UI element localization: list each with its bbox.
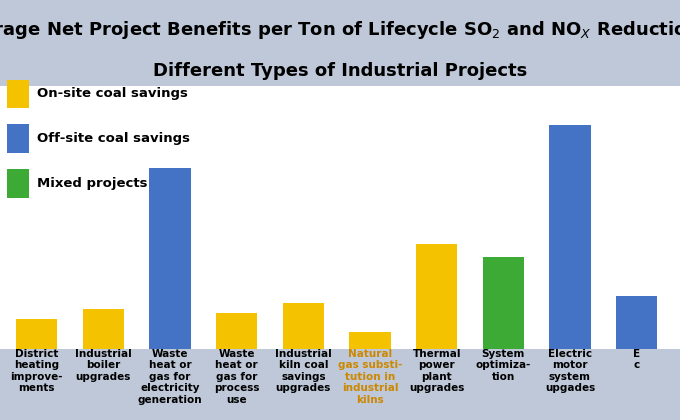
Bar [416,244,458,349]
Bar [549,126,591,349]
Text: Thermal
power
plant
upgrades: Thermal power plant upgrades [409,349,464,394]
FancyBboxPatch shape [7,169,29,198]
Bar [150,168,190,349]
Text: Mixed projects: Mixed projects [37,177,148,190]
Text: Industrial
kiln coal
savings
upgrades: Industrial kiln coal savings upgrades [275,349,332,394]
Bar [16,319,57,349]
Bar [616,296,658,349]
Text: Different Types of Industrial Projects: Different Types of Industrial Projects [153,62,527,80]
Text: E
c: E c [633,349,641,370]
Text: Natural
gas substi-
tution in
industrial
kilns: Natural gas substi- tution in industrial… [338,349,402,405]
Text: Waste
heat or
gas for
process
use: Waste heat or gas for process use [214,349,259,405]
Text: Industrial
boiler
upgrades: Industrial boiler upgrades [75,349,132,382]
Bar [350,332,391,349]
Bar [216,312,257,349]
Text: System
optimiza-
tion: System optimiza- tion [475,349,531,382]
Bar [483,257,524,349]
Bar [283,303,324,349]
FancyBboxPatch shape [7,124,29,153]
Text: Waste
heat or
gas for
electricity
generation: Waste heat or gas for electricity genera… [137,349,203,405]
Text: Electric
motor
system
upgades: Electric motor system upgades [545,349,595,394]
Text: District
heating
improve-
ments: District heating improve- ments [10,349,63,394]
Bar [83,309,124,349]
FancyBboxPatch shape [7,79,29,108]
Text: Off-site coal savings: Off-site coal savings [37,132,190,145]
Text: On-site coal savings: On-site coal savings [37,87,188,100]
Text: Average Net Project Benefits per Ton of Lifecycle SO$_2$ and NO$_X$ Reduction in: Average Net Project Benefits per Ton of … [0,19,680,41]
